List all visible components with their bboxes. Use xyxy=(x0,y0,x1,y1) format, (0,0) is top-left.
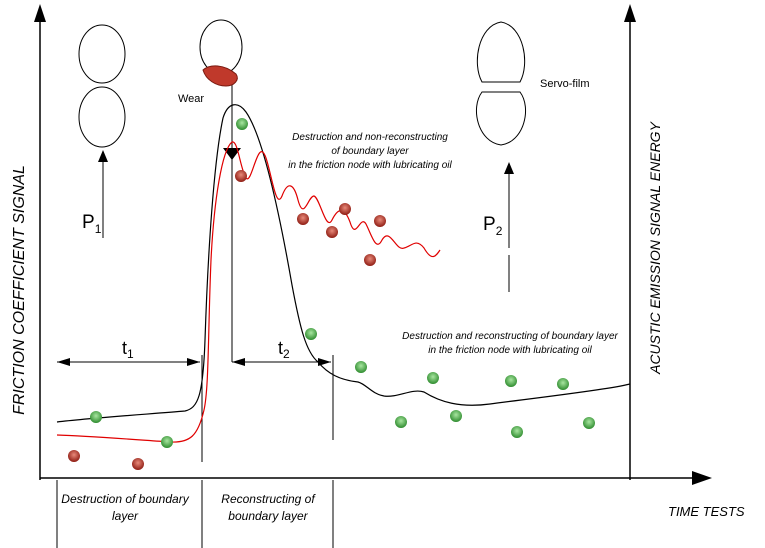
green-dot xyxy=(90,411,102,423)
p2-label: P2 xyxy=(483,214,503,238)
green-dot xyxy=(395,416,407,428)
ball-servo-bottom xyxy=(475,91,527,146)
red-dot xyxy=(364,254,376,266)
red-curve xyxy=(56,141,441,443)
non-reconstructing-note-line3: in the friction node with lubricating oi… xyxy=(288,160,452,171)
green-dot xyxy=(305,328,317,340)
non-reconstructing-note-line2: of boundary layer xyxy=(331,146,409,157)
right-axis-label: ACUSTIC EMISSION SIGNAL ENERGY xyxy=(647,120,663,374)
left-axis-label: FRICTION COEFFICIENT SIGNAL xyxy=(11,165,28,415)
phase-reconstructing-line2: boundary layer xyxy=(228,509,308,523)
p1-label: P1 xyxy=(82,212,102,236)
ball-top-left xyxy=(78,24,126,84)
red-dot xyxy=(374,215,386,227)
t1-right-arrow-icon xyxy=(187,358,200,366)
red-dot xyxy=(326,226,338,238)
green-dot xyxy=(505,375,517,387)
left-axis-arrow-icon xyxy=(34,4,46,22)
green-dot xyxy=(355,361,367,373)
t1-label: t1 xyxy=(122,338,134,361)
t2-label: t2 xyxy=(278,338,290,361)
reconstructing-note-line2: in the friction node with lubricating oi… xyxy=(428,345,592,356)
x-axis-arrow-icon xyxy=(692,471,712,485)
servo-film-label: Servo-film xyxy=(540,78,590,90)
x-axis-label: TIME TESTS xyxy=(668,504,745,519)
green-dot xyxy=(427,372,439,384)
black-curve xyxy=(56,104,631,423)
t2-right-arrow-icon xyxy=(318,358,331,366)
wear-patch xyxy=(202,65,238,87)
red-dot xyxy=(339,203,351,215)
green-dot xyxy=(583,417,595,429)
green-dot xyxy=(236,118,248,130)
red-dot xyxy=(297,213,309,225)
t1-left-arrow-icon xyxy=(57,358,70,366)
green-dot xyxy=(161,436,173,448)
right-axis-arrow-icon xyxy=(624,4,636,22)
red-dot xyxy=(132,458,144,470)
red-dot xyxy=(235,170,247,182)
green-dot xyxy=(511,426,523,438)
phase-destruction-line1: Destruction of boundary xyxy=(61,492,189,506)
non-reconstructing-note-line1: Destruction and non-reconstructing xyxy=(292,132,448,143)
red-dot xyxy=(68,450,80,462)
phase-destruction-line2: layer xyxy=(112,509,139,523)
wear-drop-arrow-icon xyxy=(223,148,241,160)
ball-bottom-left xyxy=(78,86,126,148)
t2-left-arrow-icon xyxy=(232,358,245,366)
green-dot xyxy=(557,378,569,390)
reconstructing-note-line1: Destruction and reconstructing of bounda… xyxy=(402,331,618,342)
p2-arrow-icon xyxy=(504,162,514,174)
ball-servo-top xyxy=(476,21,526,83)
phase-reconstructing-line1: Reconstructing of xyxy=(221,492,316,506)
green-dot xyxy=(450,410,462,422)
wear-label: Wear xyxy=(178,93,204,105)
ball-worn xyxy=(199,19,243,75)
p1-arrow-icon xyxy=(98,150,108,162)
